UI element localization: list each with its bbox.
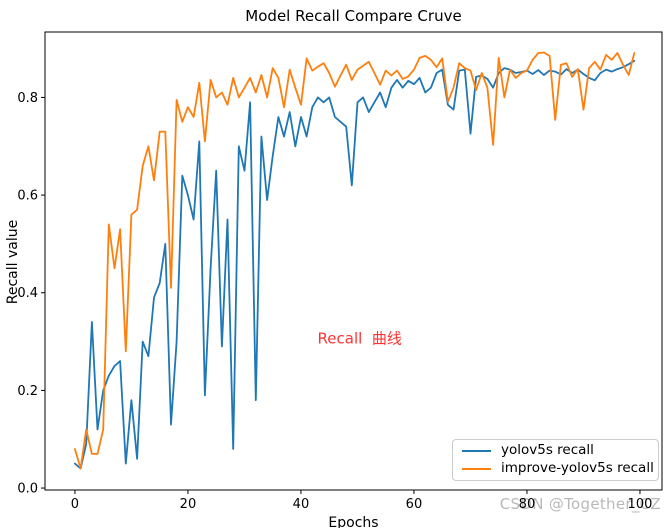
recall-text-annotation: Recall 曲线 [317, 329, 402, 348]
legend-item-yolov5s: yolov5s recall [462, 442, 649, 460]
x-tick-label: 100 [628, 497, 653, 512]
x-tick-label: 60 [406, 497, 423, 512]
y-tick-label: 0.0 [17, 482, 38, 497]
legend-line-sample-blue [462, 450, 491, 452]
x-tick-label: 0 [71, 497, 79, 512]
y-tick-label: 0.8 [17, 91, 38, 106]
legend-box: yolov5s recall improve-yolov5s recall [452, 439, 659, 481]
y-tick-label: 0.4 [17, 286, 38, 301]
chart-title: Model Recall Compare Cruve [245, 7, 462, 25]
series-line-improve-yolov5s-recall [74, 51, 636, 470]
legend-line-sample-orange [462, 468, 491, 470]
x-axis-label: Epochs [328, 515, 379, 528]
csdn-watermark: CSDN @Together_CZ [499, 495, 661, 513]
y-tick-label: 0.2 [17, 384, 38, 399]
x-tick-label: 40 [293, 497, 310, 512]
series-line-yolov5s-recall [74, 59, 636, 470]
legend-item-improve-yolov5s: improve-yolov5s recall [462, 460, 654, 478]
y-axis-label: Recall value [5, 219, 21, 305]
y-tick-label: 0.6 [17, 189, 38, 204]
legend-label-improve-yolov5s: improve-yolov5s recall [501, 460, 654, 477]
x-tick-label: 20 [180, 497, 197, 512]
legend-label-yolov5s: yolov5s recall [501, 442, 594, 459]
axes-frame [44, 31, 663, 491]
x-tick-label: 80 [519, 497, 536, 512]
